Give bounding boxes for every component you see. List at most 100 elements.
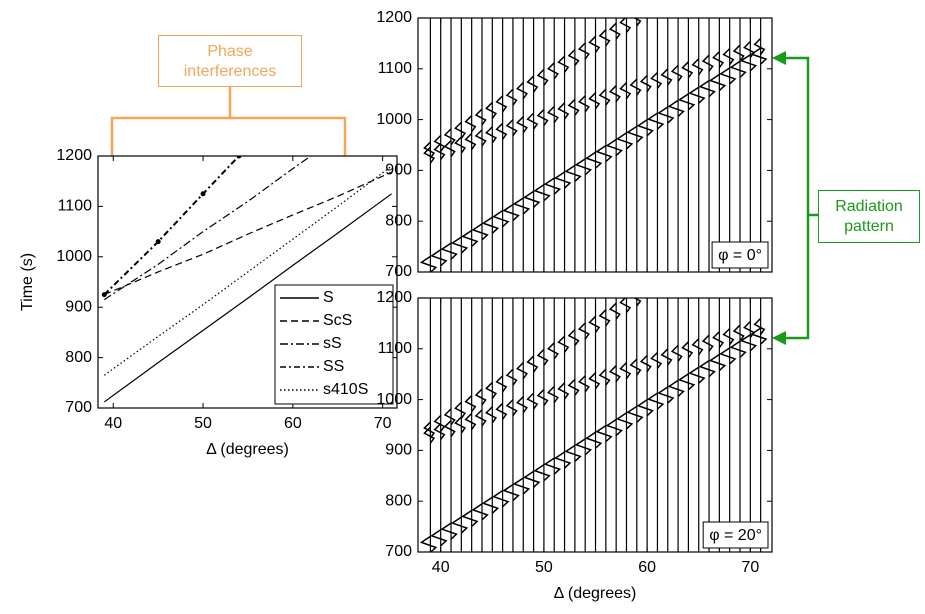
arrival-wiggle bbox=[536, 348, 549, 366]
arrival-wiggle bbox=[708, 73, 727, 92]
arrival-wiggle bbox=[557, 382, 570, 400]
legend-box bbox=[274, 284, 394, 405]
arrival-wiggle bbox=[677, 373, 696, 391]
arrival-wiggle bbox=[536, 68, 549, 86]
arrival-wiggle bbox=[598, 29, 611, 47]
y-tick-label: 1000 bbox=[56, 248, 92, 265]
arrival-wiggle bbox=[660, 68, 673, 86]
arrival-wiggle bbox=[588, 35, 601, 53]
y-tick-label: 1100 bbox=[58, 198, 93, 215]
y-tick-label: 800 bbox=[65, 349, 92, 366]
arrival-wiggle bbox=[688, 86, 706, 104]
arrival-wiggle bbox=[454, 121, 467, 139]
arrival-wiggle bbox=[605, 138, 623, 157]
arrival-wiggle bbox=[546, 342, 559, 360]
arrival-wiggle bbox=[516, 362, 528, 380]
arrival-wiggle bbox=[598, 88, 611, 106]
y-tick-label: 1100 bbox=[378, 60, 413, 77]
y-tick-label: 700 bbox=[385, 543, 412, 560]
arrival-wiggle bbox=[440, 522, 458, 540]
arrival-wiggle bbox=[701, 54, 714, 72]
arrival-wiggle bbox=[636, 119, 654, 137]
arrival-wiggle bbox=[564, 164, 582, 182]
marker bbox=[155, 239, 161, 245]
arrival-wiggle bbox=[681, 341, 694, 359]
arrival-wiggle bbox=[698, 359, 716, 378]
arrival-wiggle bbox=[749, 47, 768, 65]
arrival-wiggle bbox=[536, 109, 549, 127]
arrival-wiggle bbox=[474, 409, 487, 427]
arrival-wiggle bbox=[485, 406, 498, 424]
annotation: Radiation pattern bbox=[818, 190, 920, 243]
arrival-wiggle bbox=[626, 125, 644, 143]
frame bbox=[97, 155, 398, 409]
arrival-wiggle bbox=[505, 119, 518, 137]
arrival-wiggle bbox=[626, 405, 644, 423]
arrival-wiggle bbox=[543, 177, 562, 195]
y-tick-label: 900 bbox=[385, 442, 412, 459]
arrival-wiggle bbox=[433, 423, 446, 441]
arrival-wiggle bbox=[619, 362, 632, 380]
arrival-wiggle bbox=[516, 82, 528, 100]
arrival-wiggle bbox=[650, 351, 663, 369]
arrival-wiggle bbox=[588, 372, 601, 390]
arrival-wiggle bbox=[430, 249, 448, 267]
arrival-wiggle bbox=[505, 399, 518, 417]
arrival-wiggle bbox=[430, 529, 448, 547]
legend-label: s410S bbox=[323, 381, 368, 398]
arrival-wiggle bbox=[454, 416, 467, 434]
arrival-wiggle bbox=[481, 496, 500, 514]
arrival-wiggle bbox=[722, 328, 735, 346]
arrival-wiggle bbox=[512, 197, 531, 215]
arrival-wiggle bbox=[474, 388, 487, 406]
arrival-wiggle bbox=[722, 48, 735, 66]
marker bbox=[236, 156, 242, 159]
x-tick-label: 60 bbox=[638, 559, 656, 576]
arrival-wiggle bbox=[522, 470, 541, 488]
y-tick-label: 1200 bbox=[376, 289, 412, 306]
arrival-wiggle bbox=[526, 392, 539, 410]
arrival-wiggle bbox=[505, 368, 518, 386]
arrival-wiggle bbox=[567, 98, 580, 116]
arrival-wiggle bbox=[608, 85, 621, 103]
arrival-wiggle bbox=[577, 95, 590, 113]
arrival-wiggle bbox=[440, 242, 458, 260]
arrival-wiggle bbox=[522, 190, 541, 208]
arrival-wiggle bbox=[739, 334, 758, 352]
arrival-wiggle bbox=[516, 116, 528, 134]
arrival-wiggle bbox=[502, 203, 520, 222]
y-tick-label: 700 bbox=[385, 263, 412, 280]
arrival-wiggle bbox=[574, 158, 593, 176]
arrival-wiggle bbox=[460, 229, 479, 248]
arrival-wiggle bbox=[474, 108, 487, 126]
arrival-wiggle bbox=[608, 365, 621, 383]
arrival-wiggle bbox=[553, 451, 572, 469]
arrival-wiggle bbox=[443, 408, 456, 426]
arrival-wiggle bbox=[516, 396, 528, 414]
arrival-wiggle bbox=[567, 378, 580, 396]
arrival-wiggle bbox=[698, 79, 716, 98]
arrival-wiggle bbox=[433, 143, 446, 161]
legend-label: SS bbox=[323, 358, 344, 375]
arrival-wiggle bbox=[543, 457, 562, 475]
arrival-wiggle bbox=[584, 431, 603, 449]
arrival-wiggle bbox=[619, 82, 632, 100]
arrival-wiggle bbox=[615, 412, 634, 430]
arrival-wiggle bbox=[485, 126, 498, 144]
arrival-wiggle bbox=[629, 78, 642, 96]
plot bbox=[419, 18, 768, 272]
legend-label: ScS bbox=[323, 312, 352, 329]
arrowhead bbox=[772, 51, 786, 65]
arrival-wiggle bbox=[433, 414, 446, 432]
arrival-wiggle bbox=[485, 381, 498, 399]
arrival-wiggle bbox=[419, 255, 438, 272]
arrival-wiggle bbox=[454, 401, 467, 419]
arrival-wiggle bbox=[595, 425, 613, 443]
panel-label: φ = 0° bbox=[718, 247, 762, 264]
arrival-wiggle bbox=[577, 42, 590, 60]
arrival-wiggle bbox=[564, 444, 582, 462]
series-line bbox=[103, 156, 312, 301]
arrival-wiggle bbox=[474, 129, 487, 147]
